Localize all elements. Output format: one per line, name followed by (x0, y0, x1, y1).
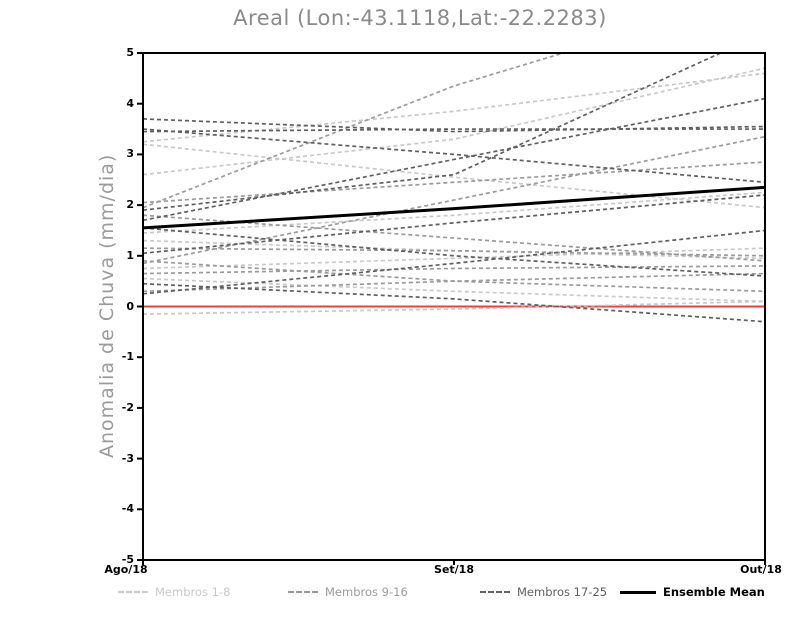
y-tick-label: -4 (121, 502, 134, 516)
member-line-group-1 (143, 300, 765, 315)
member-line-group-3 (143, 227, 765, 277)
member-line-group-2 (143, 265, 765, 275)
chart-title: Areal (Lon:-43.1118,Lat:-22.2283) (233, 6, 607, 30)
member-line-group-2 (143, 272, 765, 293)
member-line-group-1 (143, 277, 765, 303)
member-line-group-2 (143, 161, 765, 204)
member-line-group-1 (143, 247, 765, 270)
member-line-group-2 (143, 135, 765, 265)
y-tick-label: 0 (126, 299, 134, 313)
x-tick-label: Ago/18 (104, 563, 148, 576)
y-tick-label: 2 (126, 198, 134, 212)
member-line-group-1 (143, 143, 765, 209)
member-line-group-3 (143, 53, 723, 212)
member-line-group-3 (143, 128, 765, 133)
member-line-group-1 (143, 72, 765, 143)
member-line-group-3 (143, 229, 765, 295)
legend-label: Membros 9-16 (325, 585, 408, 599)
legend-item: Membros 17-25 (480, 584, 607, 600)
x-tick-label: Out/18 (740, 563, 782, 576)
y-tick-label: -3 (121, 451, 134, 465)
y-tick-label: 4 (126, 96, 134, 110)
legend-item: Membros 1-8 (118, 584, 230, 600)
member-line-group-2 (143, 53, 567, 209)
x-tick-label: Set/18 (434, 563, 474, 576)
legend-label: Membros 1-8 (155, 585, 231, 599)
series-group (143, 53, 765, 323)
legend-item: Ensemble Mean (620, 584, 765, 600)
legend-label: Membros 17-25 (517, 585, 608, 599)
member-line-group-1 (143, 191, 765, 234)
member-line-group-3 (143, 282, 765, 323)
y-tick-label: -5 (121, 553, 134, 566)
y-tick-label: -2 (121, 400, 134, 414)
member-line-group-3 (143, 128, 765, 184)
member-line-group-2 (143, 214, 765, 262)
ensemble-mean-line (143, 185, 765, 230)
legend-dash-swatch (480, 591, 510, 593)
legend-label: Ensemble Mean (663, 585, 765, 599)
legend-line-swatch (620, 590, 656, 594)
y-tick-label: 5 (126, 46, 134, 59)
member-line-group-1 (143, 67, 765, 176)
y-tick-label: 1 (126, 248, 134, 262)
legend-dash-swatch (288, 591, 318, 593)
y-tick-label: -1 (121, 350, 134, 364)
member-line-group-3 (143, 194, 765, 255)
member-line-group-3 (143, 97, 765, 222)
legend-dash-swatch (118, 591, 148, 593)
legend-item: Membros 9-16 (288, 584, 408, 600)
y-tick-label: 3 (126, 147, 134, 161)
